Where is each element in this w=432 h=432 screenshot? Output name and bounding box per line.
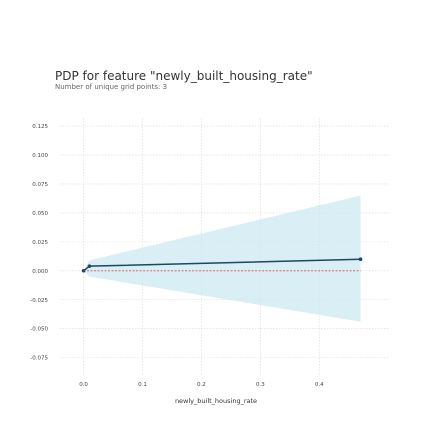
pdp-point bbox=[87, 264, 92, 268]
y-tick-label: 0.025 bbox=[32, 240, 48, 246]
pdp-point bbox=[358, 257, 363, 262]
y-tick-label: 0.075 bbox=[32, 182, 48, 188]
chart-title: PDP for feature "newly_built_housing_rat… bbox=[55, 69, 313, 83]
y-tick-label: 0.050 bbox=[32, 211, 48, 217]
pdp-line bbox=[81, 257, 363, 273]
x-tick-label: 0.1 bbox=[138, 382, 147, 388]
chart-subtitle: Number of unique grid points: 3 bbox=[55, 83, 167, 91]
x-tick-label: 0.4 bbox=[315, 382, 324, 388]
y-tick-label: -0.050 bbox=[30, 327, 48, 333]
y-tick-label: -0.075 bbox=[30, 356, 48, 362]
x-tick-label: 0.0 bbox=[79, 382, 88, 388]
y-tick-label: 0.125 bbox=[32, 124, 48, 130]
y-tick-label: -0.025 bbox=[30, 298, 48, 304]
x-tick-label: 0.3 bbox=[256, 382, 265, 388]
confidence-band bbox=[83, 195, 361, 322]
x-axis-label: newly_built_housing_rate bbox=[175, 397, 257, 405]
x-tick-label: 0.2 bbox=[197, 382, 206, 388]
pdp-point bbox=[81, 269, 86, 273]
y-axis-ticks: 0.125 0.100 0.075 0.050 0.025 0.000 -0.025 -0.0… bbox=[30, 124, 48, 362]
y-tick-label: 0.100 bbox=[32, 153, 48, 159]
x-axis-ticks: 0.0 0.1 0.2 0.3 0.4 bbox=[79, 382, 324, 388]
y-tick-label: 0.000 bbox=[32, 269, 48, 275]
confidence-band-area bbox=[83, 195, 361, 322]
